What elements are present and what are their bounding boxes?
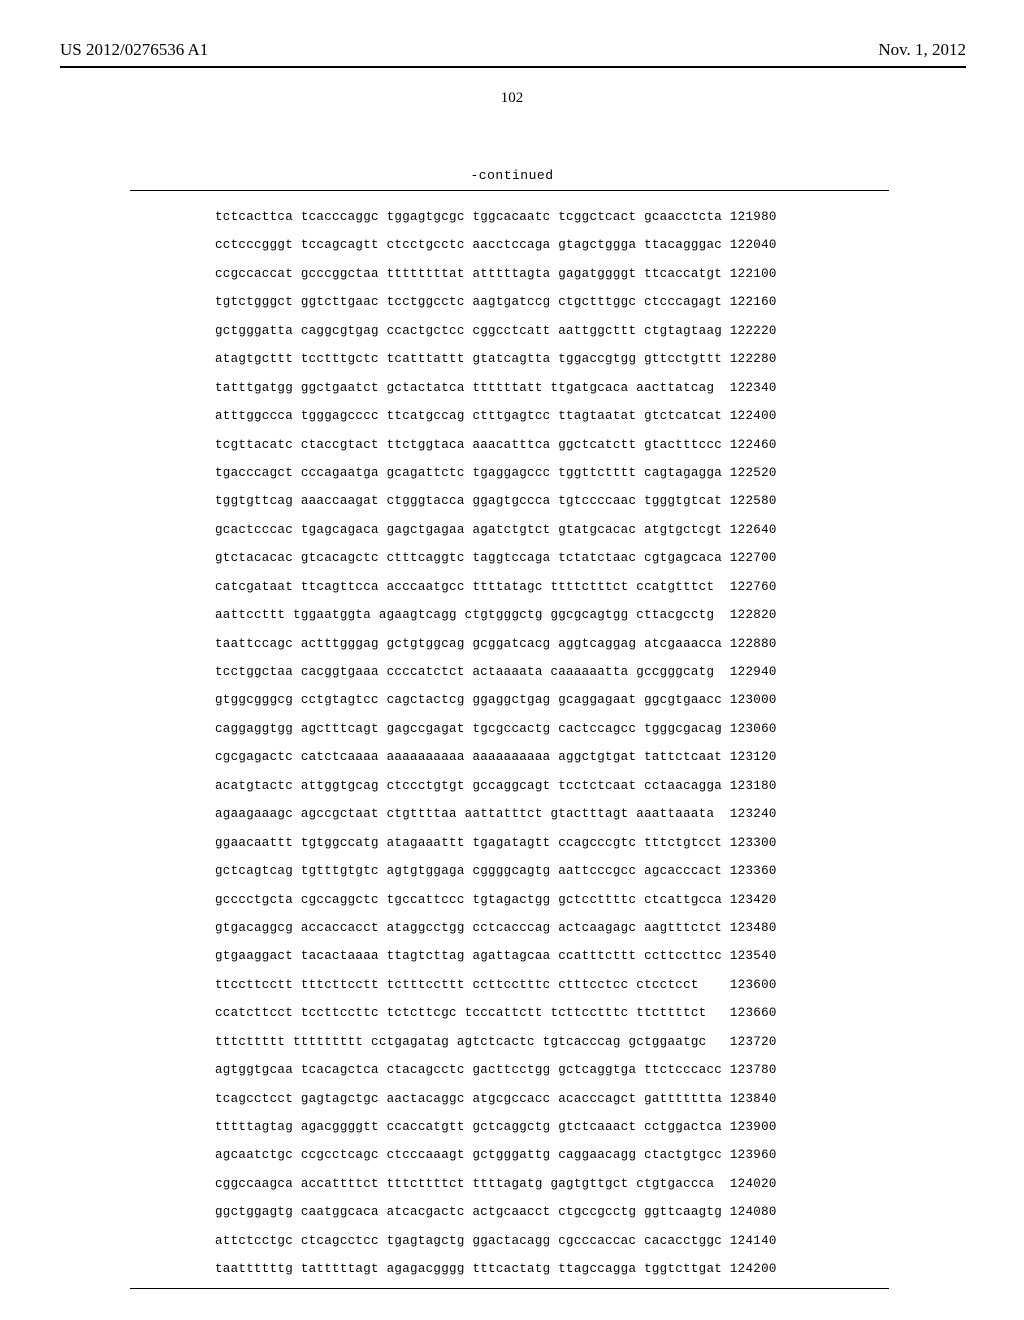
sequence-row: gtggcgggcg cctgtagtcc cagctactcg ggaggct… <box>215 686 777 714</box>
sequence-row: ccgccaccat gcccggctaa ttttttttat attttta… <box>215 260 777 288</box>
sequence-row: gcccctgcta cgccaggctc tgccattccc tgtagac… <box>215 886 777 914</box>
sequence-row: catcgataat ttcagttcca acccaatgcc ttttata… <box>215 573 777 601</box>
publication-date: Nov. 1, 2012 <box>878 40 966 60</box>
sequence-row: acatgtactc attggtgcag ctccctgtgt gccaggc… <box>215 772 777 800</box>
continued-label: -continued <box>470 168 553 183</box>
sequence-row: gtgaaggact tacactaaaa ttagtcttag agattag… <box>215 942 777 970</box>
sequence-row: cgcgagactc catctcaaaa aaaaaaaaaa aaaaaaa… <box>215 743 777 771</box>
sequence-row: taattccagc actttgggag gctgtggcag gcggatc… <box>215 630 777 658</box>
sequence-row: ggaacaattt tgtggccatg atagaaattt tgagata… <box>215 829 777 857</box>
sequence-row: cggccaagca accattttct tttcttttct ttttaga… <box>215 1170 777 1198</box>
sequence-row: agaagaaagc agccgctaat ctgttttaa aattattt… <box>215 800 777 828</box>
sequence-row: atttggccca tgggagcccc ttcatgccag ctttgag… <box>215 402 777 430</box>
sequence-row: taattttttg tatttttagt agagacgggg tttcact… <box>215 1255 777 1283</box>
sequence-row: ccatcttcct tccttccttc tctcttcgc tcccattc… <box>215 999 777 1027</box>
sequence-row: tctcacttca tcacccaggc tggagtgcgc tggcaca… <box>215 203 777 231</box>
sequence-rule-bottom <box>130 1288 889 1289</box>
sequence-row: agcaatctgc ccgcctcagc ctcccaaagt gctggga… <box>215 1141 777 1169</box>
patent-id: US 2012/0276536 A1 <box>60 40 208 60</box>
sequence-row: gtgacaggcg accaccacct ataggcctgg cctcacc… <box>215 914 777 942</box>
sequence-row: tcgttacatc ctaccgtact ttctggtaca aaacatt… <box>215 431 777 459</box>
sequence-rule-top <box>130 190 889 191</box>
sequence-row: agtggtgcaa tcacagctca ctacagcctc gacttcc… <box>215 1056 777 1084</box>
sequence-row: attctcctgc ctcagcctcc tgagtagctg ggactac… <box>215 1227 777 1255</box>
sequence-row: tgtctgggct ggtcttgaac tcctggcctc aagtgat… <box>215 288 777 316</box>
sequence-row: tttcttttt ttttttttt cctgagatag agtctcact… <box>215 1028 777 1056</box>
sequence-row: gtctacacac gtcacagctc ctttcaggtc taggtcc… <box>215 544 777 572</box>
sequence-row: gcactcccac tgagcagaca gagctgagaa agatctg… <box>215 516 777 544</box>
sequence-row: ggctggagtg caatggcaca atcacgactc actgcaa… <box>215 1198 777 1226</box>
sequence-row: tggtgttcag aaaccaagat ctgggtacca ggagtgc… <box>215 487 777 515</box>
page-number: 102 <box>501 90 524 107</box>
sequence-row: aattccttt tggaatggta agaagtcagg ctgtgggc… <box>215 601 777 629</box>
sequence-row: tttttagtag agacggggtt ccaccatgtt gctcagg… <box>215 1113 777 1141</box>
sequence-row: caggaggtgg agctttcagt gagccgagat tgcgcca… <box>215 715 777 743</box>
sequence-row: gctcagtcag tgtttgtgtc agtgtggaga cggggca… <box>215 857 777 885</box>
sequence-row: cctcccgggt tccagcagtt ctcctgcctc aacctcc… <box>215 231 777 259</box>
sequence-row: ttccttcctt tttcttcctt tctttccttt ccttcct… <box>215 971 777 999</box>
sequence-row: tatttgatgg ggctgaatct gctactatca tttttta… <box>215 374 777 402</box>
sequence-row: tgacccagct cccagaatga gcagattctc tgaggag… <box>215 459 777 487</box>
sequence-listing: tctcacttca tcacccaggc tggagtgcgc tggcaca… <box>215 203 777 1284</box>
header-rule <box>60 66 966 68</box>
sequence-row: tcctggctaa cacggtgaaa ccccatctct actaaaa… <box>215 658 777 686</box>
sequence-row: atagtgcttt tcctttgctc tcatttattt gtatcag… <box>215 345 777 373</box>
sequence-row: gctgggatta caggcgtgag ccactgctcc cggcctc… <box>215 317 777 345</box>
sequence-row: tcagcctcct gagtagctgc aactacaggc atgcgcc… <box>215 1085 777 1113</box>
